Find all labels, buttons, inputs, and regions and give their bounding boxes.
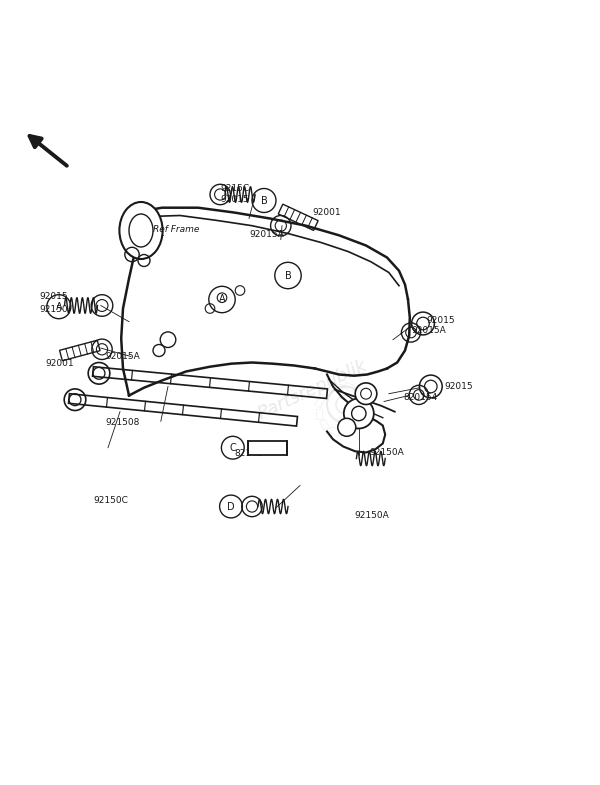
Bar	[320, 419, 329, 430]
Text: A: A	[55, 301, 62, 312]
Text: 921508: 921508	[105, 418, 139, 427]
Bar	[359, 411, 369, 422]
Text: 82143: 82143	[234, 449, 263, 458]
Circle shape	[160, 332, 176, 348]
Circle shape	[338, 418, 356, 436]
Text: 92001: 92001	[45, 360, 74, 368]
Text: Partsrepublik: Partsrepublik	[254, 356, 370, 423]
Text: 92150: 92150	[39, 305, 68, 314]
Text: 92150C: 92150C	[93, 496, 128, 505]
Polygon shape	[248, 440, 287, 455]
Bar	[315, 396, 325, 407]
Bar	[352, 422, 363, 432]
Bar	[342, 429, 352, 435]
Bar	[316, 409, 322, 419]
Circle shape	[344, 399, 374, 429]
Text: 92015: 92015	[444, 382, 473, 391]
Bar	[355, 388, 364, 400]
Text: 92015A: 92015A	[411, 327, 446, 335]
Text: 92015A: 92015A	[105, 352, 140, 361]
Bar	[321, 387, 332, 397]
Bar	[332, 384, 342, 389]
Text: Ref Frame: Ref Frame	[153, 225, 199, 233]
Circle shape	[205, 304, 215, 313]
Text: 92001: 92001	[312, 208, 341, 217]
Circle shape	[153, 345, 165, 356]
Bar	[344, 382, 355, 392]
Circle shape	[355, 383, 377, 404]
Text: 92015A: 92015A	[249, 230, 284, 239]
Text: 92150A: 92150A	[369, 448, 404, 457]
Text: B: B	[260, 195, 268, 206]
Bar	[362, 400, 368, 409]
Text: 92015: 92015	[39, 292, 68, 301]
Text: C: C	[229, 443, 236, 453]
Circle shape	[217, 293, 227, 302]
Ellipse shape	[119, 202, 163, 259]
Text: 92015: 92015	[426, 316, 455, 325]
Text: 92150A: 92150A	[354, 511, 389, 520]
Text: D: D	[227, 502, 235, 512]
Text: B: B	[284, 271, 292, 280]
Circle shape	[235, 286, 245, 295]
Text: 9215C: 9215C	[221, 184, 250, 193]
Text: 92015: 92015	[221, 195, 250, 204]
Text: A: A	[218, 294, 226, 305]
Text: 820154: 820154	[403, 392, 437, 402]
Bar	[329, 426, 340, 436]
